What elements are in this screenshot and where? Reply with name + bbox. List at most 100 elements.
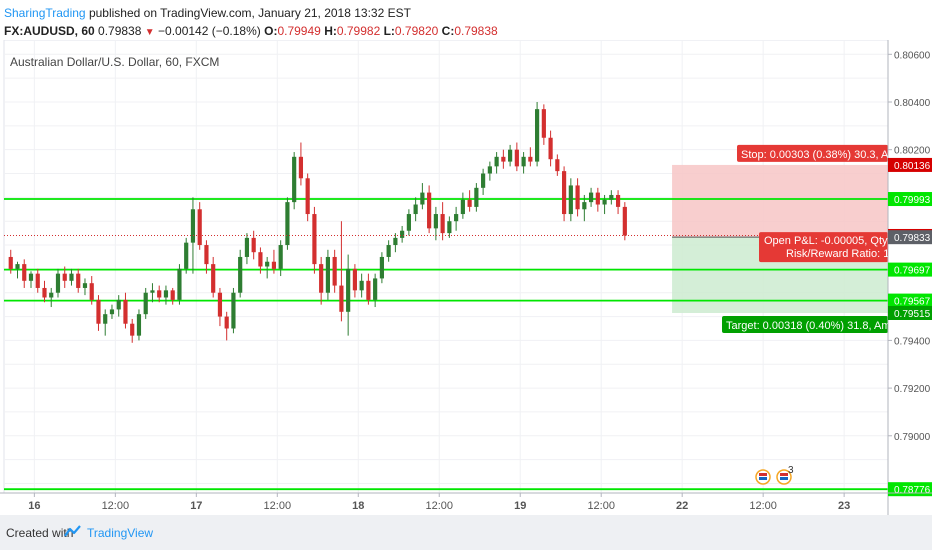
candle-body (514, 149, 519, 167)
candle-body (406, 214, 411, 231)
candle-body (96, 299, 101, 324)
tradingview-link[interactable]: TradingView (87, 526, 154, 540)
target-label: Target: 0.00318 (0.40%) 31.8, Amo (726, 320, 897, 332)
candle-body (312, 214, 317, 265)
ohlc-line: FX:AUDUSD, 60 0.79838 ▼ −0.00142 (−0.18%… (4, 24, 498, 38)
candle-body (62, 273, 67, 281)
candle-body (528, 156, 533, 162)
candle-body (35, 273, 40, 288)
flag-stripe-icon (759, 477, 767, 480)
candle-body (204, 245, 209, 265)
candle-body (602, 199, 607, 205)
candle-body (460, 199, 465, 215)
candle-body (136, 314, 142, 336)
open-pl-label: Open P&L: -0.00005, Qty: 8 (764, 235, 900, 247)
candle-body (332, 256, 337, 286)
candle-body (150, 290, 155, 293)
candle-body (366, 280, 371, 300)
candle-body (588, 192, 594, 203)
candle-body (42, 287, 47, 298)
candle-body (49, 292, 54, 298)
candle-body (116, 299, 121, 310)
event-flags: 3 (755, 465, 794, 485)
pl-price-label: 0.79833 (894, 233, 931, 244)
candle-body (454, 214, 459, 222)
open-value: 0.79949 (277, 24, 321, 38)
y-tick-label: 0.80600 (894, 50, 931, 61)
flag-stripe-icon (780, 477, 788, 480)
target-label-box (722, 315, 888, 333)
level-price-label-box (888, 262, 932, 277)
created-with-label: Created with (6, 526, 74, 540)
candle-body (69, 273, 74, 281)
candle-body (157, 290, 162, 298)
stop-zone (672, 164, 888, 238)
y-tick-label: 0.79000 (894, 432, 931, 443)
candle-body (184, 242, 189, 269)
candle-body (238, 256, 243, 293)
candle-body (541, 109, 546, 138)
level-price-label-box (888, 192, 932, 207)
candle-body (622, 206, 627, 236)
target-price-label: 0.79515 (894, 309, 931, 320)
candle-body (231, 292, 236, 329)
candle-body (386, 245, 391, 257)
candle-body (393, 237, 398, 246)
candle-body (15, 264, 20, 269)
candle-body (292, 156, 297, 203)
y-tick-label: 0.80200 (894, 146, 931, 157)
stop-label-box (737, 144, 888, 162)
pl-label-box (759, 232, 888, 263)
level-price-label: 0.79697 (894, 266, 931, 277)
candle-body (130, 323, 135, 336)
candle-body (22, 264, 27, 281)
y-tick-label: 0.79200 (894, 384, 931, 395)
candle-body (109, 309, 115, 315)
down-arrow-icon: ▼ (144, 27, 155, 38)
candle-body (278, 245, 283, 269)
candle-body (373, 278, 378, 300)
high-label: H: (324, 24, 337, 38)
candle-body (258, 252, 263, 267)
candle-body (163, 290, 169, 298)
candle-body (319, 264, 324, 293)
candle-body (285, 202, 290, 246)
candle-body (352, 268, 357, 291)
stop-label: Stop: 0.00303 (0.38%) 30.3, Amo (741, 149, 904, 161)
price-chart[interactable]: Stop: 0.00303 (0.38%) 30.3, Amo Open P&L:… (0, 40, 932, 515)
candle-body (413, 204, 418, 215)
x-tick-label: 12:00 (425, 500, 453, 512)
candle-body (481, 173, 486, 188)
candle-body (521, 156, 526, 167)
low-value: 0.79820 (394, 24, 439, 38)
x-tick-label: 18 (352, 500, 364, 512)
target-price-label-box (888, 305, 932, 320)
candle-body (548, 137, 553, 160)
candle-body (609, 194, 614, 200)
close-value: 0.79838 (454, 24, 498, 38)
candle-body (76, 273, 81, 288)
candle-body (535, 109, 540, 162)
candle-body (224, 316, 229, 329)
flag-stripe-icon (759, 473, 767, 476)
candle-body (494, 156, 499, 167)
candle-body (555, 159, 560, 172)
flag-stripe-icon (780, 473, 788, 476)
candle-body (501, 156, 506, 162)
x-tick-label: 19 (514, 500, 526, 512)
level-price-label: 0.79993 (894, 195, 931, 206)
candle-body (447, 221, 452, 234)
candle-body (265, 261, 270, 267)
author-link[interactable]: SharingTrading (4, 6, 86, 20)
y-tick-label: 0.80400 (894, 98, 931, 109)
candle-body (467, 199, 472, 207)
stop-price-label-box (888, 157, 932, 172)
candle-body (325, 256, 331, 293)
risk-reward-label: Risk/Reward Ratio: 1.05 (786, 248, 905, 260)
candle-body (420, 192, 425, 205)
candle-body (346, 268, 351, 312)
change-value: −0.00142 (−0.18%) (158, 24, 261, 38)
candle-body (244, 237, 250, 257)
x-tick-label: 12:00 (102, 500, 130, 512)
candle-body (440, 214, 445, 234)
